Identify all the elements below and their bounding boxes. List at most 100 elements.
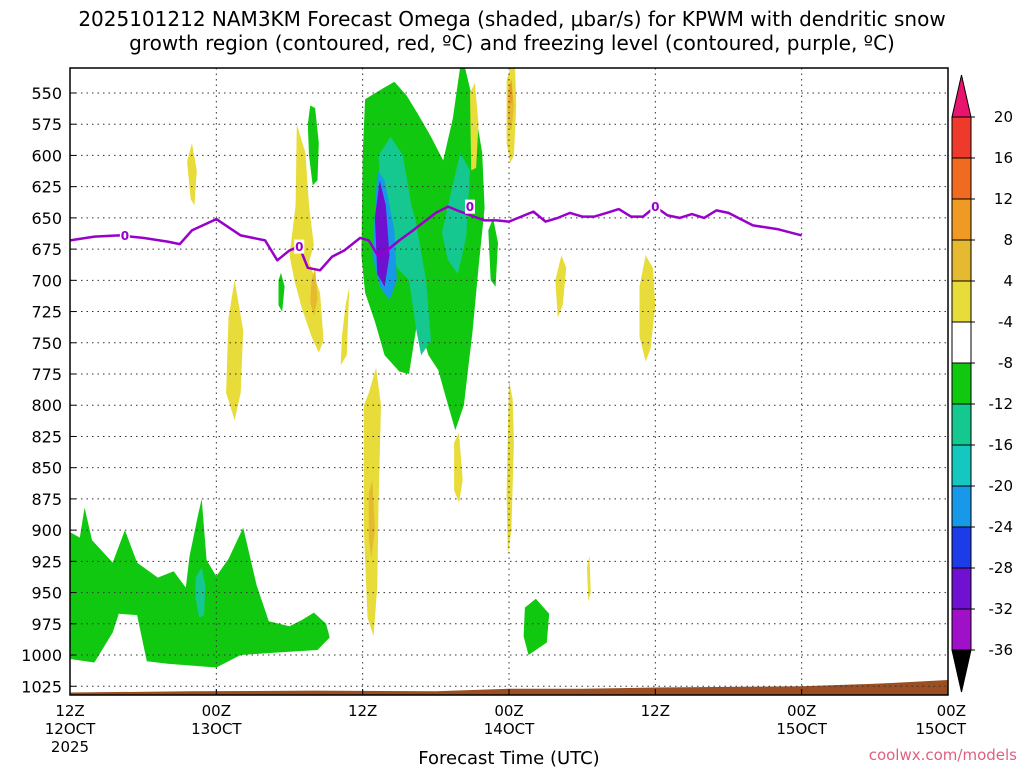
colorbar-label: -20 (989, 477, 1014, 495)
omega-region (226, 280, 244, 421)
y-tick-label: 950 (31, 584, 62, 603)
y-tick-label: 975 (31, 615, 62, 634)
x-tick-label: 12Z (55, 702, 84, 720)
omega-region (378, 136, 431, 356)
omega-region (639, 255, 656, 362)
x-tick-date: 15OCT (776, 720, 827, 738)
omega-region (187, 142, 197, 206)
colorbar-box (951, 239, 972, 282)
x-tick-label: 00Z (787, 702, 816, 720)
y-tick-label: 800 (31, 396, 62, 415)
y-tick-label: 575 (31, 115, 62, 134)
colorbar-label: -4 (998, 313, 1013, 331)
colorbar-label: -28 (989, 559, 1014, 577)
colorbar-box (951, 608, 972, 651)
chart-title-line1: 2025101212 NAM3KM Forecast Omega (shaded… (78, 7, 945, 31)
chart-title-line2: growth region (contoured, red, ºC) and f… (129, 31, 895, 55)
x-tick-date: 12OCT (45, 720, 96, 738)
colorbar-box (951, 362, 972, 405)
colorbar-box (951, 567, 972, 610)
x-tick-year: 2025 (51, 738, 89, 756)
gridlines (70, 68, 948, 695)
y-tick-label: 1000 (21, 646, 62, 665)
freezing-level-label: 0 (466, 200, 474, 214)
colorbar-box (951, 526, 972, 569)
x-axis-label: Forecast Time (UTC) (418, 748, 599, 768)
colorbar-label: 16 (994, 149, 1013, 167)
omega-region (523, 598, 550, 655)
colorbar-box (951, 116, 972, 159)
x-tick-label: 12Z (348, 702, 377, 720)
omega-region (289, 124, 324, 353)
omega-region (310, 267, 318, 316)
omega-region (454, 432, 463, 503)
colorbar-box (951, 198, 972, 241)
y-tick-label: 900 (31, 521, 62, 540)
colorbar-top-arrow (951, 74, 972, 118)
omega-region (441, 152, 470, 275)
y-tick-label: 875 (31, 490, 62, 509)
freezing-level-label: 0 (121, 229, 129, 243)
omega-shading (70, 68, 948, 695)
y-tick-label: 675 (31, 240, 62, 259)
colorbar-label: 12 (994, 190, 1013, 208)
freezing-level-label: 0 (295, 240, 303, 254)
freezing-label-bg (294, 239, 305, 254)
freezing-level-line (70, 205, 803, 272)
omega-region (470, 83, 479, 171)
omega-region (374, 180, 390, 287)
y-tick-label: 850 (31, 459, 62, 478)
y-tick-label: 925 (31, 552, 62, 571)
omega-region (278, 272, 285, 312)
freezing-label-bg (650, 199, 661, 214)
omega-region (340, 286, 350, 366)
x-tick-date: 14OCT (484, 720, 535, 738)
x-tick-date: 13OCT (191, 720, 242, 738)
x-tick-label: 00Z (937, 702, 966, 720)
colorbar-box (951, 157, 972, 200)
colorbar-label: -32 (989, 600, 1014, 618)
colorbar-label: -36 (989, 641, 1014, 659)
x-tick-label: 00Z (202, 702, 231, 720)
y-tick-label: 700 (31, 271, 62, 290)
y-tick-label: 775 (31, 365, 62, 384)
colorbar-box (951, 485, 972, 528)
colorbar-box (951, 321, 972, 364)
y-tick-label: 825 (31, 427, 62, 446)
colorbar-box (951, 444, 972, 487)
colorbar-label: -8 (998, 354, 1013, 372)
omega-region (307, 105, 319, 186)
ground-surface (70, 680, 948, 695)
y-tick-label: 600 (31, 146, 62, 165)
colorbar-box (951, 403, 972, 446)
colorbar-label: 8 (1003, 231, 1013, 249)
freezing-level-contour: 0 0 0 0 (70, 199, 803, 272)
omega-region (368, 480, 375, 558)
omega-region (555, 255, 567, 318)
colorbar-label: 20 (994, 108, 1013, 126)
y-axis: 550 575 600 625 650 675 700 725 750 775 800 825 850 8… (21, 84, 76, 696)
colorbar-bottom-arrow (951, 649, 972, 693)
colorbar-label: -16 (989, 436, 1014, 454)
colorbar-box (951, 280, 972, 323)
omega-region (488, 217, 498, 287)
freezing-label-bg (464, 199, 475, 214)
freezing-label-bg (119, 228, 130, 243)
y-tick-label: 725 (31, 303, 62, 322)
colorbar-label: 4 (1003, 272, 1013, 290)
y-tick-label: 650 (31, 209, 62, 228)
omega-region (195, 567, 206, 618)
y-tick-label: 750 (31, 334, 62, 353)
source-credit: coolwx.com/models (869, 746, 1017, 764)
colorbar: 20 16 12 8 4 -4 -8 -12 -16 -20 -24 -28 -32 -36 (951, 74, 1014, 693)
colorbar-label: -12 (989, 395, 1014, 413)
colorbar-label: -24 (989, 518, 1014, 536)
x-tick-label: 12Z (641, 702, 670, 720)
y-tick-label: 550 (31, 84, 62, 103)
y-tick-label: 1025 (21, 677, 62, 696)
y-tick-label: 625 (31, 178, 62, 197)
x-tick-label: 00Z (494, 702, 523, 720)
omega-region (587, 555, 591, 602)
